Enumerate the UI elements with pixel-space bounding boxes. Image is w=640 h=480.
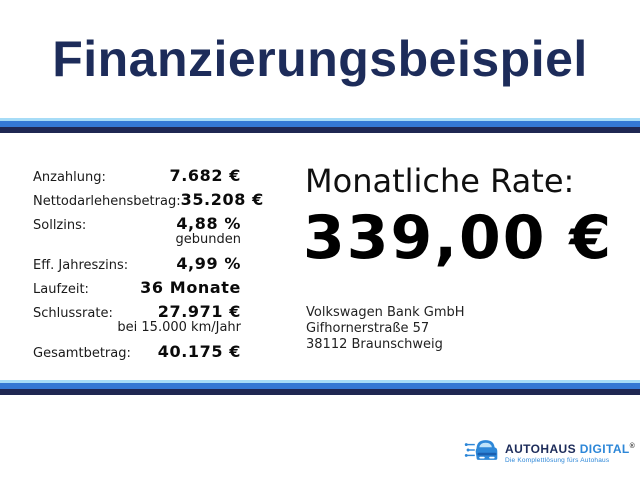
finance-row-sollzins: Sollzins: 4,88 %	[33, 214, 241, 233]
page-title: Finanzierungsbeispiel	[52, 31, 588, 87]
finance-row-eff-jahreszins: Eff. Jahreszins: 4,99 %	[33, 254, 241, 273]
logo-text: AUTOHAUS DIGITAL® Die Komplettlösung für…	[505, 440, 635, 465]
row-label: Eff. Jahreszins:	[33, 258, 129, 273]
bank-city: 38112 Braunschweig	[306, 337, 443, 352]
bank-name: Volkswagen Bank GmbH	[306, 305, 465, 320]
row-note: bei 15.000 km/Jahr	[117, 320, 241, 335]
divider-strip-navy	[0, 389, 640, 395]
finance-row-anzahlung: Anzahlung: 7.682 €	[33, 166, 241, 185]
row-label: Schlussrate:	[33, 306, 113, 321]
row-value: 36 Monate	[140, 278, 241, 297]
registered-mark: ®	[629, 442, 636, 450]
bank-street: Gifhornerstraße 57	[306, 321, 430, 336]
logo-name-secondary: DIGITAL	[579, 441, 630, 456]
divider-strip-light	[0, 380, 640, 383]
monthly-rate-value: 339,00 €	[303, 203, 614, 273]
car-icon	[464, 436, 500, 468]
divider-strip-light	[0, 118, 640, 121]
logo-name-primary: AUTOHAUS	[505, 441, 576, 456]
top-divider	[0, 118, 640, 133]
finance-row-gesamtbetrag: Gesamtbetrag: 40.175 €	[33, 342, 241, 361]
row-value: 4,88 %	[176, 214, 241, 233]
finance-row-schlussrate: Schlussrate: 27.971 €	[33, 302, 241, 321]
row-label: Anzahlung:	[33, 170, 106, 185]
row-value: 7.682 €	[169, 166, 241, 185]
logo-name: AUTOHAUS DIGITAL®	[505, 440, 635, 456]
divider-strip-blue	[0, 121, 640, 127]
divider-strip-navy	[0, 127, 640, 133]
bank-address: Volkswagen Bank GmbH Gifhornerstraße 57 …	[306, 305, 465, 353]
logo-tagline: Die Komplettlösung fürs Autohaus	[505, 456, 610, 464]
row-value: 40.175 €	[157, 342, 241, 361]
row-label: Laufzeit:	[33, 282, 89, 297]
monthly-rate-label: Monatliche Rate:	[305, 162, 575, 200]
bottom-divider	[0, 380, 640, 395]
divider-strip-blue	[0, 383, 640, 389]
finance-row-laufzeit: Laufzeit: 36 Monate	[33, 278, 241, 297]
row-label: Gesamtbetrag:	[33, 346, 131, 361]
autohaus-digital-logo: AUTOHAUS DIGITAL® Die Komplettlösung für…	[464, 436, 635, 468]
finance-details-table: Anzahlung: 7.682 € Nettodarlehensbetrag:…	[33, 166, 263, 361]
row-label: Nettodarlehensbetrag:	[33, 194, 181, 209]
row-value: 27.971 €	[157, 302, 241, 321]
row-value: 35.208 €	[180, 190, 264, 209]
row-note: gebunden	[175, 232, 241, 247]
finance-row-nettodarlehensbetrag: Nettodarlehensbetrag: 35.208 €	[33, 190, 263, 209]
row-label: Sollzins:	[33, 218, 87, 233]
row-value: 4,99 %	[176, 254, 241, 273]
